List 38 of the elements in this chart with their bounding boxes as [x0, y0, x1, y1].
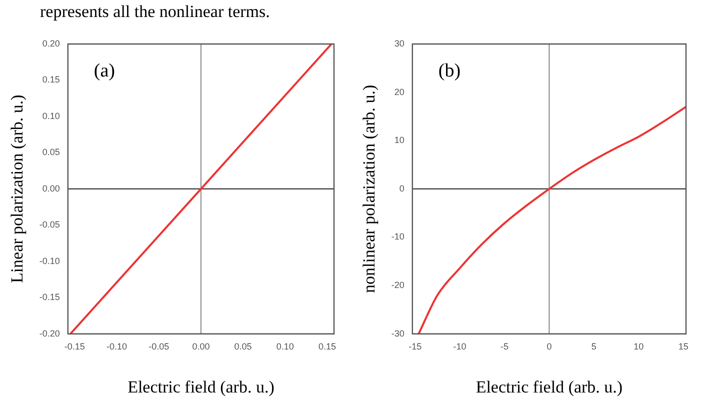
y-tick-label: -0.05	[39, 220, 60, 230]
text: represents all the nonlinear terms.	[40, 2, 270, 22]
y-tick-label: 20	[394, 86, 404, 97]
y-tick-label: -0.10	[39, 256, 60, 266]
x-tick-label: 0.05	[234, 342, 252, 352]
y-tick-label: -30	[391, 328, 404, 338]
y-axis-title: nonlinear polarization (arb. u.)	[360, 84, 379, 293]
y-axis-title: Linear polarization (arb. u.)	[8, 94, 27, 284]
x-tick-label: -0.15	[64, 342, 85, 352]
x-tick-label: 0	[546, 342, 552, 352]
x-tick-label: 10	[634, 342, 644, 352]
x-tick-label: 5	[591, 342, 596, 352]
x-tick-label: -0.05	[148, 342, 170, 352]
y-tick-label: 0.00	[42, 183, 60, 194]
y-tick-label: -20	[391, 280, 404, 290]
y-tick-label: -0.15	[39, 292, 60, 302]
x-tick-label: 0.10	[276, 342, 294, 352]
y-tick-label: -0.20	[39, 328, 60, 338]
x-tick-label: -10	[453, 342, 466, 352]
x-tick-label: 0.00	[192, 342, 210, 352]
x-tick-label: 0.15	[318, 342, 336, 352]
x-axis-title: Electric field (arb. u.)	[128, 377, 274, 396]
line-series	[418, 106, 686, 334]
text: (a)	[94, 60, 116, 82]
y-tick-label: 0	[399, 183, 404, 194]
x-tick-label: -0.10	[106, 342, 128, 352]
text: (b)	[438, 60, 461, 82]
y-tick-label: 0.10	[42, 110, 60, 121]
y-tick-label: 10	[394, 135, 404, 146]
y-tick-label: -10	[391, 232, 404, 242]
y-tick-label: 0.20	[42, 38, 60, 48]
x-tick-label: -15	[408, 342, 422, 352]
y-tick-label: 30	[394, 38, 404, 48]
y-tick-label: 0.15	[42, 74, 60, 85]
x-tick-label: 15	[678, 342, 688, 352]
x-axis-title: Electric field (arb. u.)	[476, 377, 623, 396]
x-tick-label: -5	[500, 342, 509, 352]
y-tick-label: 0.05	[42, 147, 60, 158]
